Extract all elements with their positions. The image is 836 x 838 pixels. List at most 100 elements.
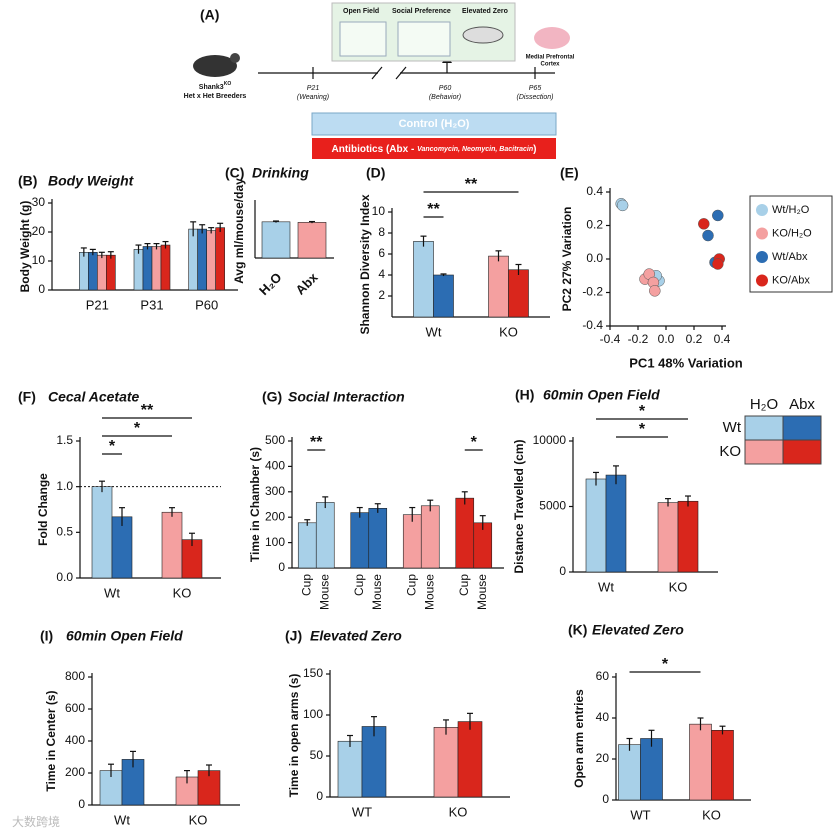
test-label: Elevated Zero xyxy=(462,8,508,15)
breeder-superscript: KO xyxy=(224,81,232,87)
y-tick-label: 20 xyxy=(596,751,610,765)
breeder-label: Shank3KO xyxy=(199,81,232,91)
y-tick-label: 5000 xyxy=(539,499,566,513)
bar xyxy=(413,241,434,318)
x-tick-label: KO xyxy=(449,804,468,819)
bar-label: Mouse xyxy=(475,574,489,610)
x-tick-label: P60 xyxy=(195,297,218,312)
panel-label: (D) xyxy=(366,165,385,181)
bar xyxy=(618,744,641,801)
bar-label: Mouse xyxy=(370,574,384,610)
panel-label: (C) xyxy=(225,165,244,181)
y-tick-label: 100 xyxy=(303,707,323,721)
bar xyxy=(488,255,509,318)
point xyxy=(712,258,724,270)
y-tick-label: 0.0 xyxy=(56,570,73,584)
y-tick-label: 0 xyxy=(602,792,609,806)
bar xyxy=(151,246,162,291)
breeder-text: Shank3 xyxy=(199,84,224,91)
y-tick-label: 10 xyxy=(372,204,386,218)
y-tick-label: 0.4 xyxy=(586,184,603,198)
y-tick-label: 1.0 xyxy=(56,479,73,493)
x-tick-label: 0.4 xyxy=(714,332,731,346)
antibiotics-label: Antibiotics (Abx - Vancomycin, Neomycin,… xyxy=(332,144,537,155)
test-label: Open Field xyxy=(343,8,379,15)
bar xyxy=(711,729,734,801)
legend-marker xyxy=(756,227,768,240)
y-tick-label: -0.2 xyxy=(582,285,603,299)
significance-label: ** xyxy=(141,402,154,419)
x-tick-label: KO xyxy=(499,324,518,339)
legend-cell xyxy=(744,439,784,465)
legend-label: Wt/H₂O xyxy=(772,204,810,216)
control-bar xyxy=(311,112,557,136)
y-tick-label: 10 xyxy=(32,253,46,267)
bar xyxy=(215,227,225,291)
legend-marker xyxy=(756,274,768,287)
panel-label: (A) xyxy=(200,7,219,23)
bar xyxy=(133,249,144,291)
significance-label: * xyxy=(639,403,646,420)
bar xyxy=(402,514,422,569)
y-tick-label: 0 xyxy=(316,789,323,803)
chart-title: Cecal Acetate xyxy=(48,389,140,405)
bar xyxy=(350,512,370,569)
panel-label: (E) xyxy=(560,165,579,181)
y-tick-label: 8 xyxy=(378,225,385,239)
y-tick-label: 40 xyxy=(596,710,610,724)
bar xyxy=(106,254,116,291)
bar xyxy=(88,252,98,291)
x-tick-label: -0.2 xyxy=(628,332,649,346)
breeder-label: Het x Het Breeders xyxy=(184,93,247,100)
y-tick-label: 200 xyxy=(65,765,85,779)
y-axis-label: Avg ml/mouse/day xyxy=(232,178,246,284)
bar xyxy=(361,726,387,798)
significance-label: * xyxy=(639,421,646,438)
bar xyxy=(508,269,529,318)
panel-a: (A) Shank3KO Het x Het Breeders Open Fie… xyxy=(184,2,575,159)
panel-label: (I) xyxy=(40,628,53,644)
y-tick-label: 400 xyxy=(65,733,85,747)
bar-label: Cup xyxy=(404,574,418,596)
y-axis-label: Open arm entries xyxy=(572,689,586,788)
y-tick-label: 0.5 xyxy=(56,525,73,539)
panel-label: (F) xyxy=(18,389,36,405)
bar-label: Mouse xyxy=(422,574,436,610)
x-tick-label: KO xyxy=(173,585,192,600)
bar xyxy=(188,228,198,291)
chart-title: 60min Open Field xyxy=(543,387,660,403)
x-axis-label: PC1 48% Variation xyxy=(629,355,742,370)
test-label: Social Preference xyxy=(392,8,451,15)
antibiotics-text: Antibiotics (Abx - xyxy=(332,144,418,155)
y-tick-label: 0 xyxy=(38,282,45,296)
y-tick-label: 200 xyxy=(265,509,285,523)
bar xyxy=(197,228,207,291)
timepoint: P60 xyxy=(439,85,452,92)
y-axis-label: Distance Travelled (cm) xyxy=(512,439,526,573)
y-tick-label: 60 xyxy=(596,669,610,683)
legend-label: Wt/Abx xyxy=(772,251,808,263)
x-tick-label: -0.4 xyxy=(600,332,621,346)
y-tick-label: -0.4 xyxy=(582,318,603,332)
legend-label: KO/H₂O xyxy=(772,227,812,239)
y-tick-label: 0 xyxy=(78,797,85,811)
point xyxy=(616,199,629,212)
elevated-zero-icon xyxy=(462,26,504,44)
tissue-label: Medial Prefrontal xyxy=(526,55,575,61)
y-axis-label: Time in open arms (s) xyxy=(287,674,301,798)
y-tick-label: 2 xyxy=(378,288,385,302)
x-tick-label: Wt xyxy=(598,579,614,594)
tissue-label: Cortex xyxy=(540,62,560,68)
legend-column: H₂O xyxy=(750,396,778,413)
open-field-icon xyxy=(339,21,387,57)
brain-icon xyxy=(534,27,570,49)
y-tick-label: 300 xyxy=(265,484,285,498)
significance-label: * xyxy=(662,656,669,673)
bar xyxy=(337,740,363,798)
bar xyxy=(261,221,291,259)
timepoint-event: (Behavior) xyxy=(429,94,461,101)
timeline-break xyxy=(371,66,383,80)
x-tick-label: P21 xyxy=(86,297,109,312)
timepoint: P21 xyxy=(307,85,320,92)
